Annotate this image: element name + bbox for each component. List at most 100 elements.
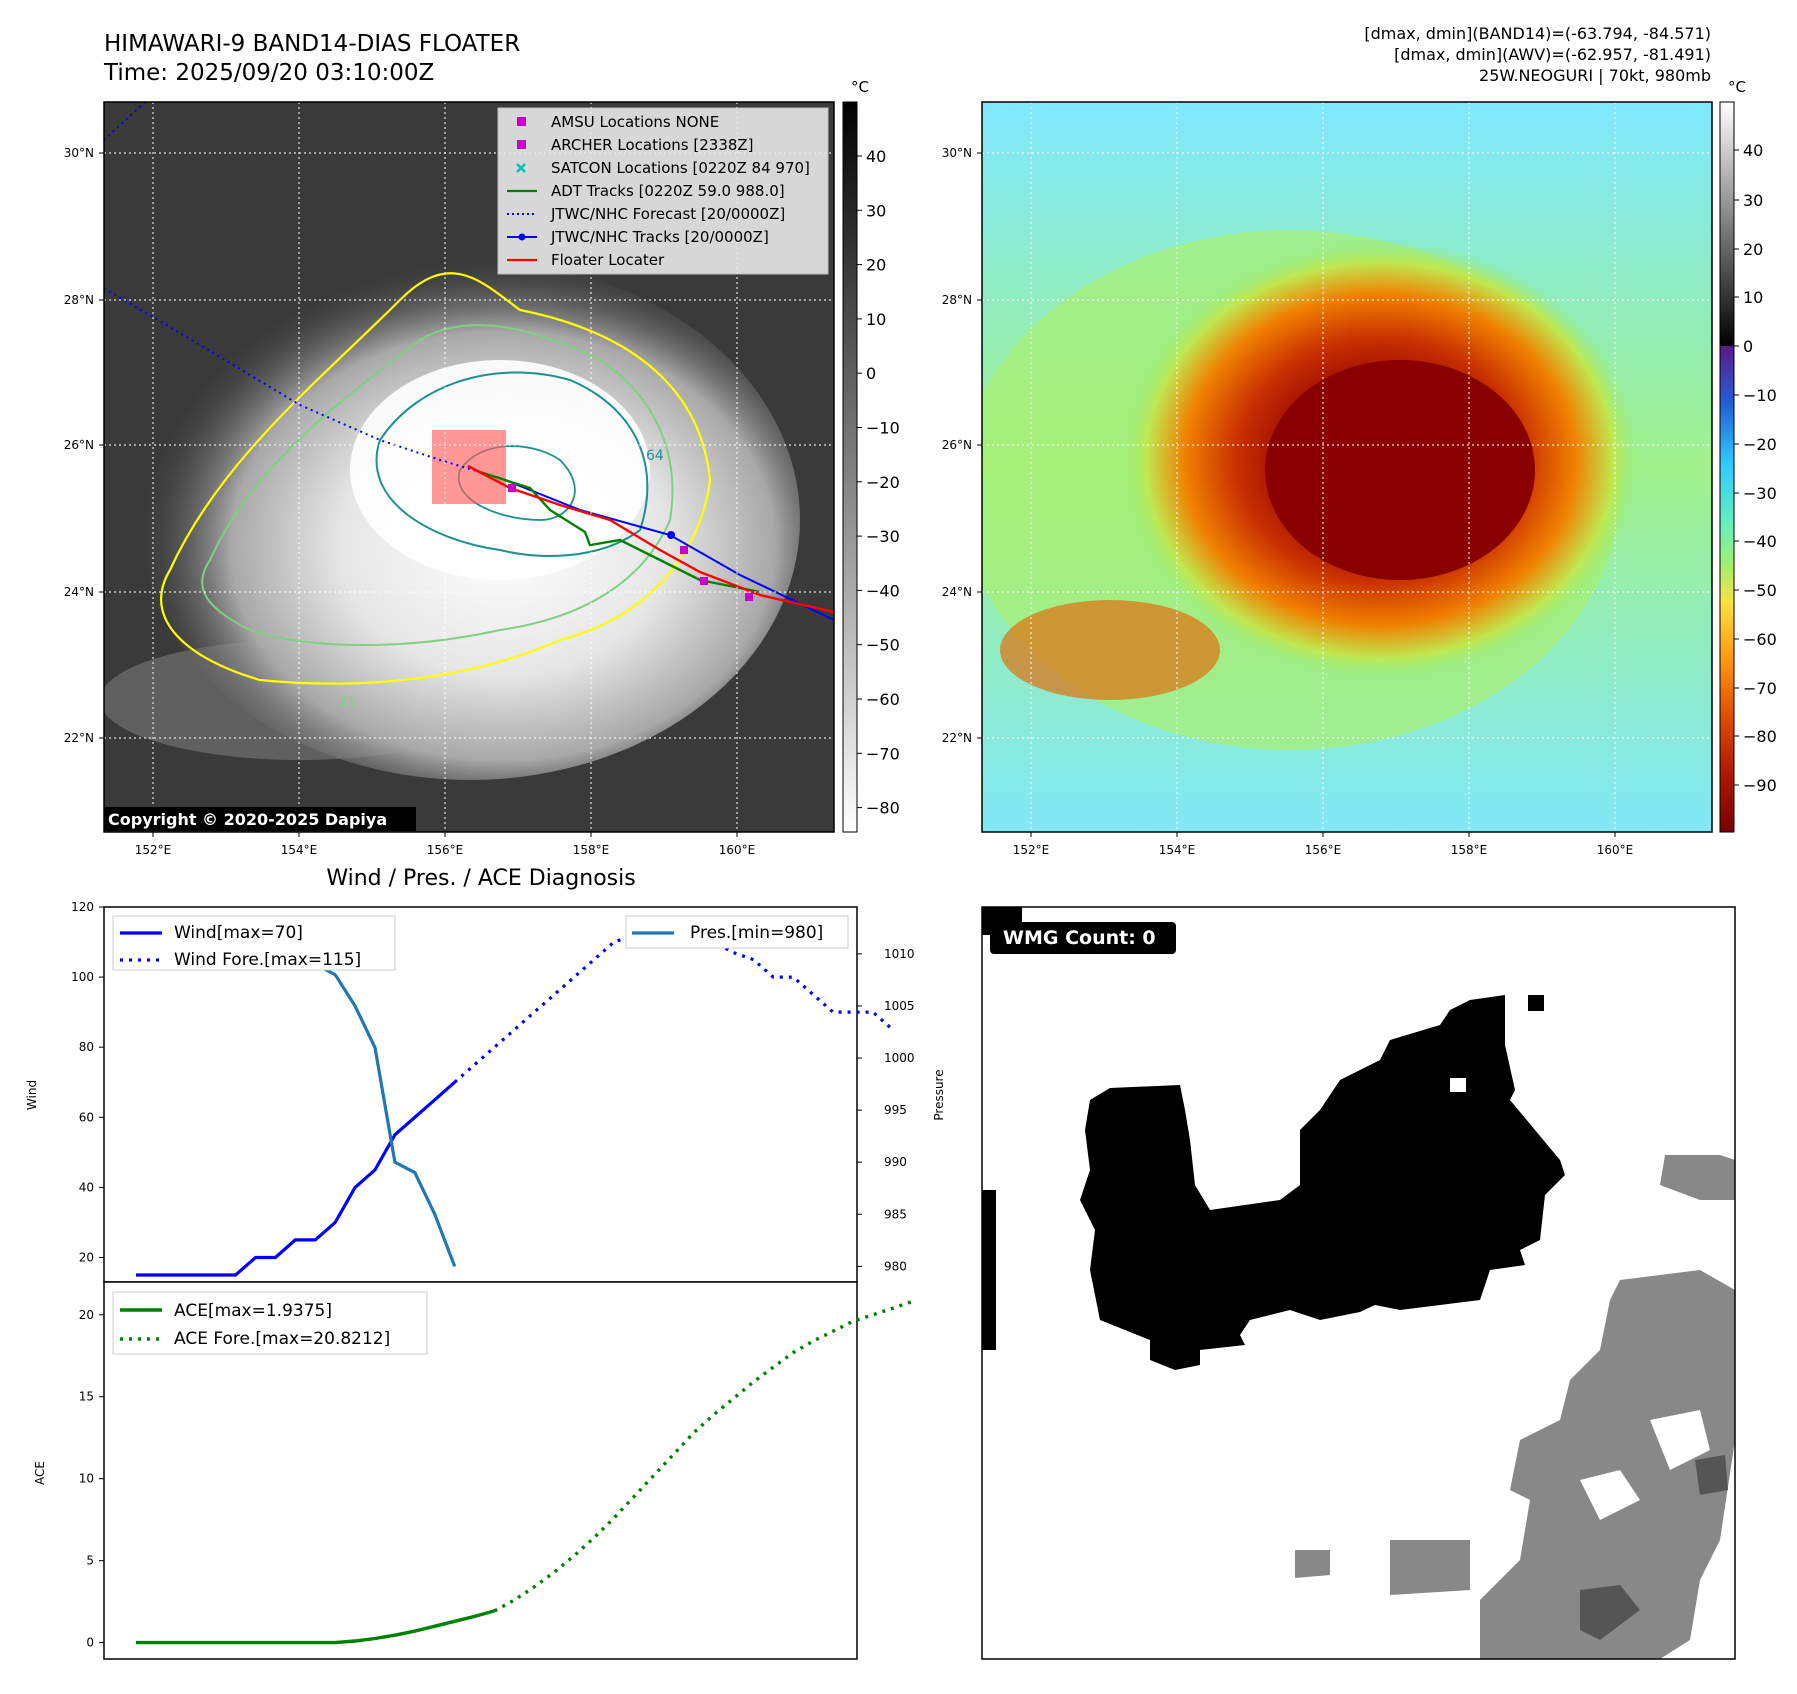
ir-colorbar: °C 40 30 20 10 0 −10 −20 −30 −40 −50 −60 −70 −80 <box>842 78 900 833</box>
lon-tick-label: 160°E <box>1597 843 1634 857</box>
pressure-legend-label: Pres.[min=980] <box>690 923 823 943</box>
colorbar-tick-label: −40 <box>1743 532 1777 551</box>
colorbar-tick-label: −30 <box>866 527 900 546</box>
lat-tick-label: 24°N <box>942 585 972 599</box>
colorbar-tick-label: 30 <box>1743 191 1763 210</box>
colorbar-tick-label: −70 <box>866 744 900 763</box>
ace-series-line-0 <box>136 1609 495 1645</box>
wind-ytick-label: 60 <box>79 1110 94 1124</box>
ace-ytick-label: 15 <box>79 1390 94 1404</box>
colorbar-tick-label: −60 <box>1743 630 1777 649</box>
wmg-gray-region <box>1480 1270 1735 1659</box>
colorbar-tick-label: −50 <box>866 636 900 655</box>
pressure-ytick-label: 980 <box>884 1259 907 1273</box>
colorbar-tick-label: 0 <box>866 364 876 383</box>
legend-item: Floater Locater <box>507 251 665 269</box>
ace-legend-label: ACE[max=1.9375] <box>174 1301 332 1321</box>
copyright-box <box>104 807 416 831</box>
wind-ytick-label: 100 <box>71 970 94 984</box>
legend-item: JTWC/NHC Tracks [20/0000Z] <box>507 228 769 246</box>
wind-ytick-label: 20 <box>79 1250 94 1264</box>
legend-item: ADT Tracks [0220Z 59.0 988.0] <box>507 182 785 200</box>
line-dot-marker <box>518 233 526 241</box>
jtwc-track-point <box>667 531 675 539</box>
contour-outer-31 <box>160 272 712 685</box>
contour-mid <box>201 324 674 646</box>
colorbar-tick-label: 30 <box>866 201 886 220</box>
wmg-edge-block <box>982 1190 996 1350</box>
lat-tick-label: 26°N <box>942 438 972 452</box>
x-marker-icon <box>516 163 526 173</box>
contour-label-64: 64 <box>646 448 664 464</box>
map-legend-box <box>497 107 829 275</box>
colorbar-tick-label: −70 <box>1743 679 1777 698</box>
wind-ytick-label: 120 <box>71 900 94 914</box>
wmg-white-gap <box>1580 1470 1640 1520</box>
pressure-ytick-label: 990 <box>884 1155 907 1169</box>
colorbar-tick-label: 20 <box>1743 240 1763 259</box>
wind-ytick-label: 80 <box>79 1040 94 1054</box>
series-line-0 <box>136 1081 456 1277</box>
wmg-small-block <box>1528 995 1544 1011</box>
colorbar-tick-label: −50 <box>1743 581 1777 600</box>
pressure-ytick-label: 1005 <box>884 999 915 1013</box>
wmg-frame <box>981 906 1736 1660</box>
adt-track <box>479 470 761 594</box>
figure-title: HIMAWARI-9 BAND14-DIAS FLOATER <box>104 31 520 57</box>
colorbar-tick-label: −30 <box>1743 484 1777 503</box>
contour-label-31: 31 <box>338 694 356 710</box>
legend-label: ADT Tracks [0220Z 59.0 988.0] <box>551 182 785 200</box>
square-marker-icon <box>517 140 526 149</box>
legend-item: AMSU Locations NONE <box>517 113 719 131</box>
info-storm: 25W.NEOGURI | 70kt, 980mb <box>1479 66 1711 85</box>
map-legend: AMSU Locations NONE ARCHER Locations [233… <box>497 107 829 275</box>
archer-marker <box>745 593 753 601</box>
lon-tick-label: 152°E <box>135 843 172 857</box>
colorbar-tick-label: 40 <box>1743 141 1763 160</box>
colorbar-tick-label: 0 <box>1743 337 1753 356</box>
colorbar-tick-label: −80 <box>866 799 900 818</box>
wind-legend-label: Wind Fore.[max=115] <box>174 950 361 970</box>
awv-colorbar-cold <box>1720 346 1734 832</box>
ir-colorbar-bar <box>842 101 858 833</box>
ir-colorbar-unit: °C <box>851 78 869 96</box>
awv-lon-ticks: 152°E 154°E 156°E 158°E 160°E <box>1013 832 1634 857</box>
square-marker-icon <box>517 117 526 126</box>
legend-item: SATCON Locations [0220Z 84 970] <box>516 159 810 177</box>
legend-label: AMSU Locations NONE <box>551 113 719 131</box>
archer-marker <box>508 484 516 492</box>
wmg-count-label: WMG Count: 0 <box>1003 927 1156 949</box>
legend-item: ARCHER Locations [2338Z] <box>517 136 754 154</box>
pressure-ylabel: Pressure <box>932 1069 946 1120</box>
lat-tick-label: 30°N <box>942 146 972 160</box>
ace-legend-box <box>112 1291 428 1355</box>
ace-ytick-label: 10 <box>79 1472 94 1486</box>
lon-tick-label: 154°E <box>1159 843 1196 857</box>
wmg-gray-region <box>1295 1550 1330 1578</box>
lon-tick-label: 154°E <box>281 843 318 857</box>
diagnosis-title: Wind / Pres. / ACE Diagnosis <box>326 866 635 891</box>
pressure-ytick-label: 1000 <box>884 1051 915 1065</box>
ace-chart: 0 5 10 15 20 ACE[max=1.9375] ACE Fore.[max=20.… <box>33 1281 914 1660</box>
wmg-gray-region <box>1660 1155 1735 1200</box>
lon-tick-label: 160°E <box>719 843 756 857</box>
lon-tick-label: 156°E <box>1305 843 1342 857</box>
awv-colorbar-warm <box>1720 102 1734 346</box>
lat-tick-label: 24°N <box>64 585 94 599</box>
lon-tick-label: 156°E <box>427 843 464 857</box>
awv-colorbar: °C 40 30 20 10 0 −10 −20 −30 −40 −50 −60 −70 −80 −90 <box>1719 78 1777 833</box>
awv-gridlines <box>982 102 1712 832</box>
wmg-count-badge <box>990 922 1176 954</box>
lon-tick-label: 158°E <box>573 843 610 857</box>
wmg-gray-region <box>1390 1540 1470 1595</box>
pressure-ytick-label: 985 <box>884 1207 907 1221</box>
awv-lat-ticks: 30°N 28°N 26°N 24°N 22°N <box>942 146 982 745</box>
awv-eye-region <box>1265 360 1535 580</box>
awv-colorbar-frame <box>1719 101 1735 833</box>
ace-ytick-label: 20 <box>79 1308 94 1322</box>
legend-label: SATCON Locations [0220Z 84 970] <box>551 159 810 177</box>
colorbar-tick-label: −10 <box>866 419 900 438</box>
awv-map-frame <box>981 101 1713 833</box>
